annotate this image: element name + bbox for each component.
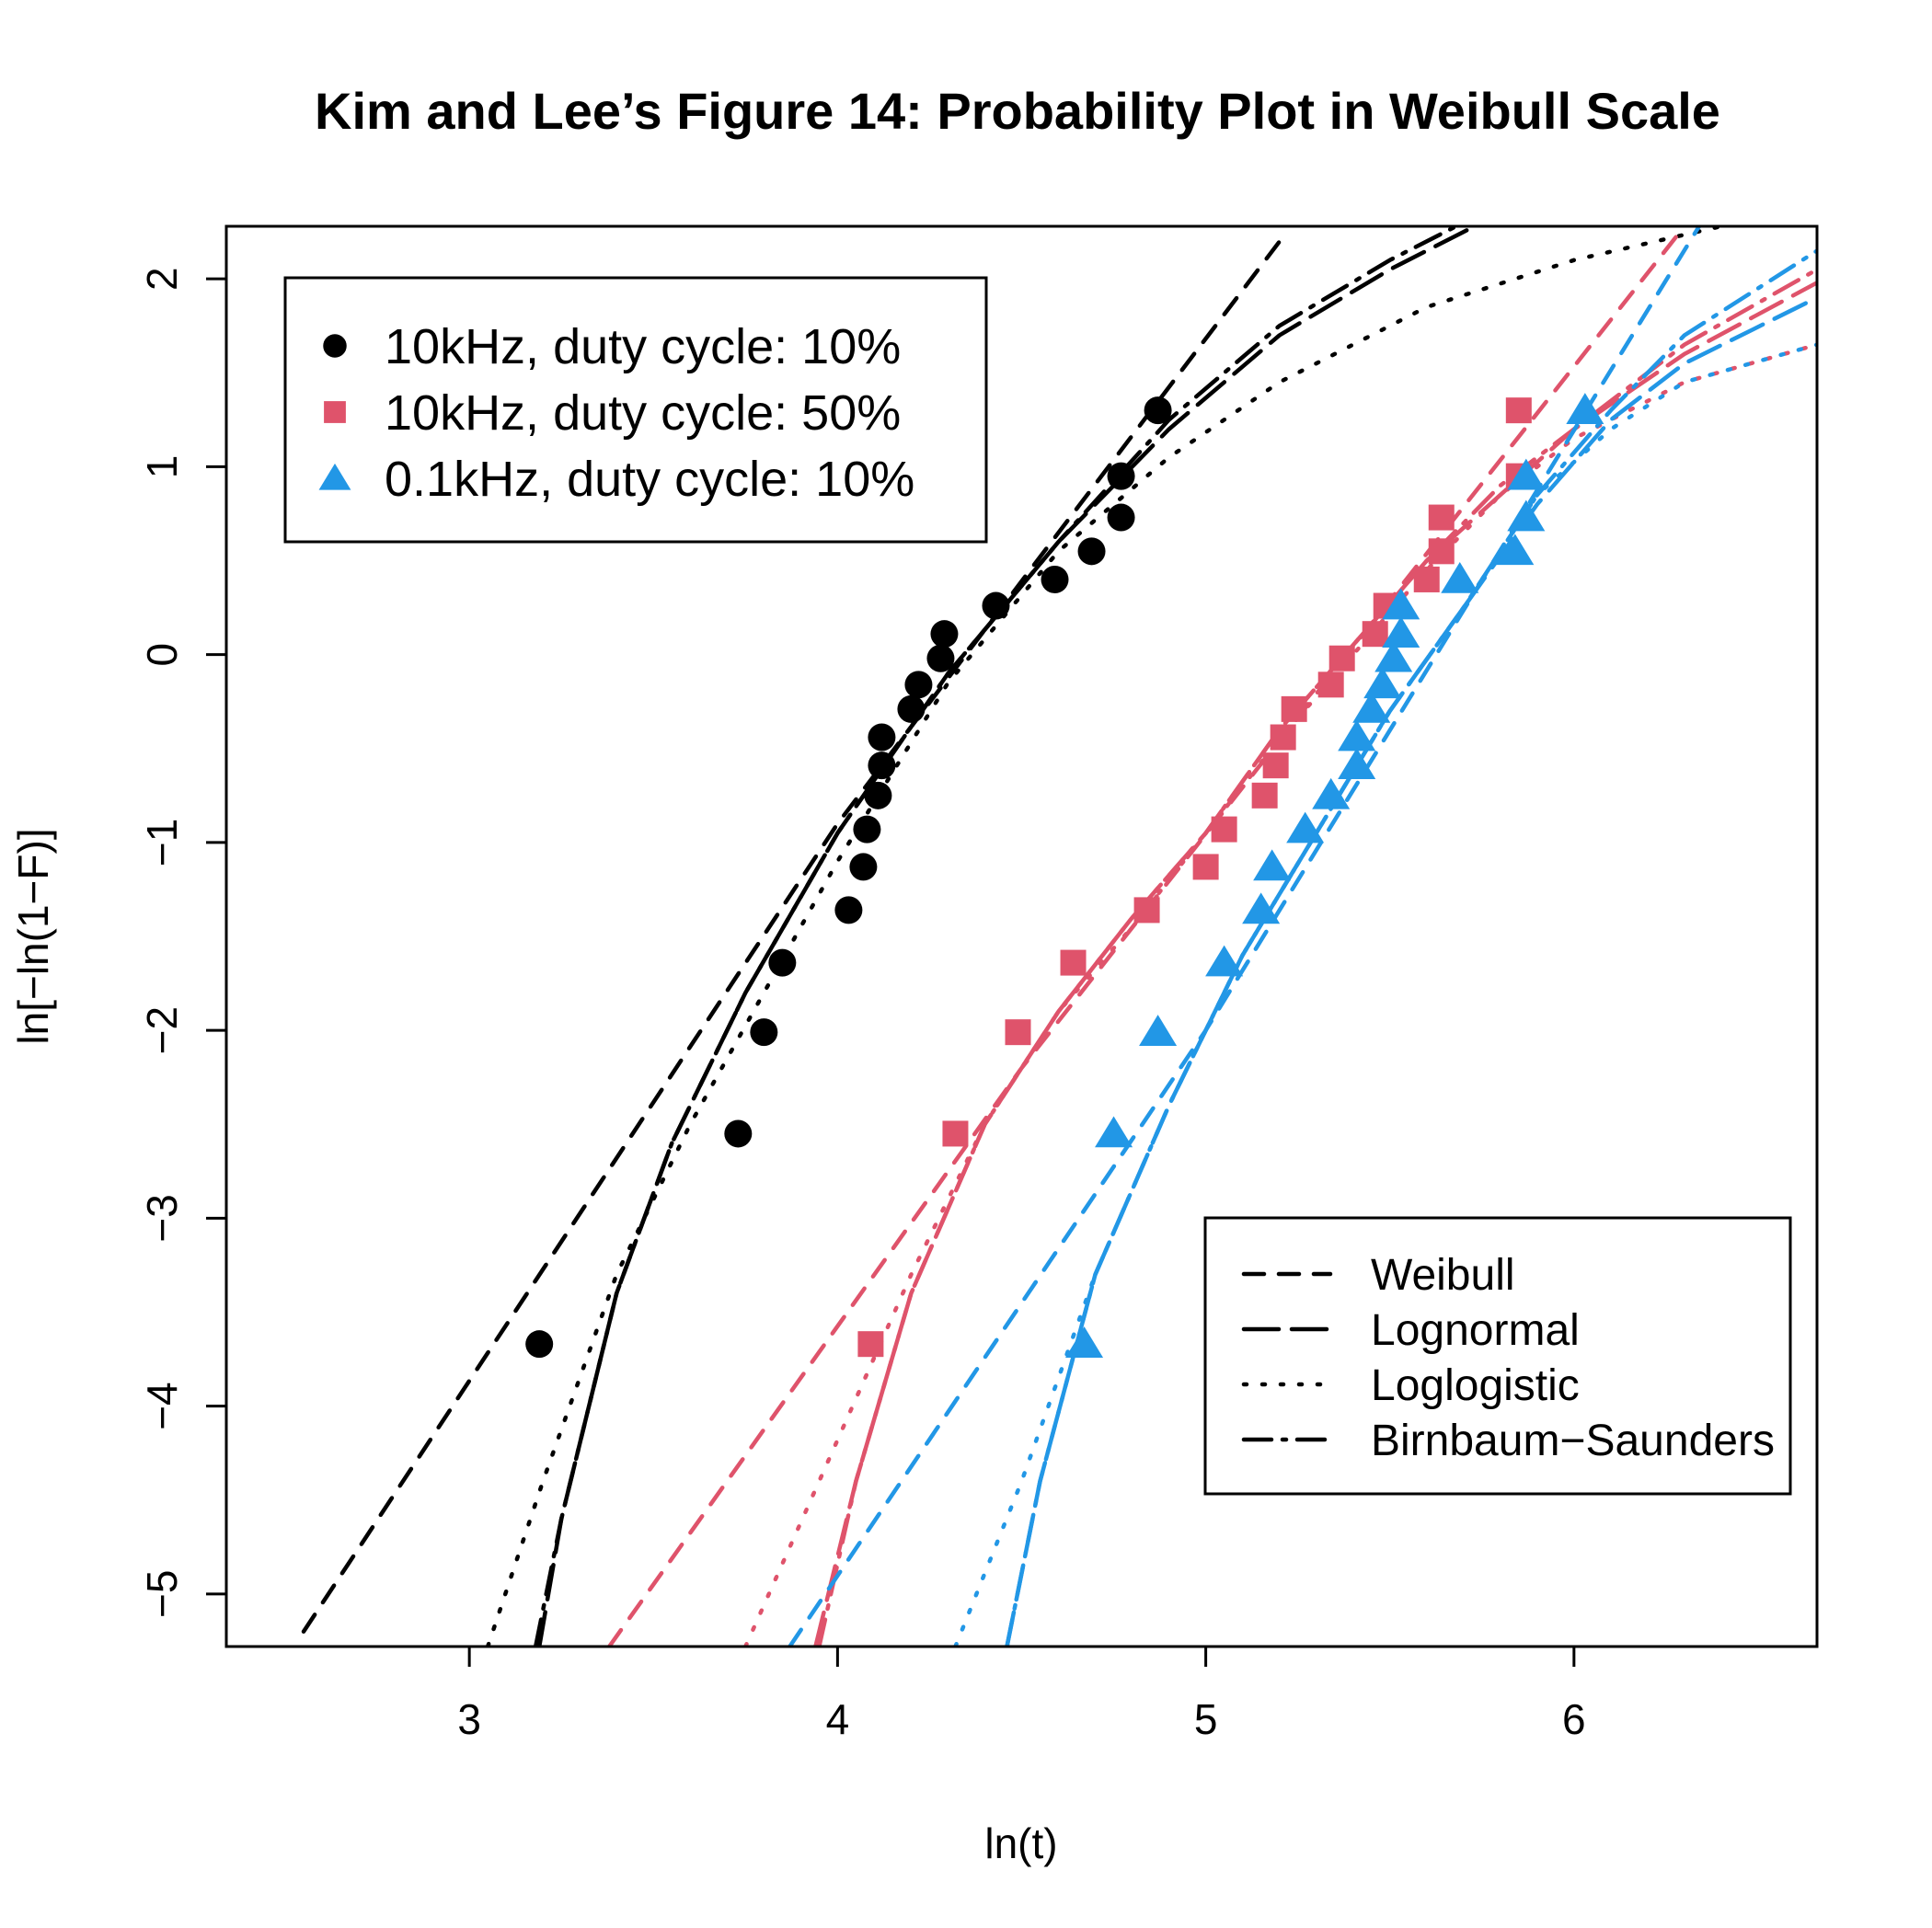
data-point-square-11 [1317, 671, 1344, 698]
data-point-circle-11 [904, 671, 933, 699]
data-point-triangle-2 [1139, 1015, 1178, 1046]
data-point-square-13 [1362, 621, 1388, 648]
data-points [525, 393, 1604, 1359]
data-point-triangle-12 [1374, 640, 1413, 672]
y-tick-label: 0 [138, 643, 186, 667]
data-point-triangle-5 [1253, 849, 1292, 881]
x-axis-label: ln(t) [984, 1819, 1057, 1867]
data-point-square-7 [1251, 782, 1278, 809]
legend-group-label: 10kHz, duty cycle: 10% [385, 319, 901, 374]
data-point-square-12 [1328, 645, 1355, 671]
x-tick-label: 4 [826, 1695, 850, 1743]
x-tick-label: 3 [457, 1695, 481, 1743]
data-point-square-8 [1262, 752, 1289, 779]
data-point-triangle-11 [1363, 667, 1402, 699]
legend-model-label: Weibull [1371, 1251, 1515, 1300]
x-tick-label: 6 [1562, 1695, 1586, 1743]
data-point-triangle-3 [1205, 945, 1244, 977]
data-point-circle-4 [834, 896, 863, 924]
data-point-triangle-0 [1065, 1326, 1104, 1359]
data-point-square-1 [942, 1120, 969, 1147]
data-point-circle-12 [926, 644, 955, 672]
legend-groups-box [283, 276, 988, 544]
y-tick-label: −2 [138, 1006, 186, 1054]
fit-line-weibull-group-0 [301, 229, 1289, 1634]
data-point-square-6 [1211, 816, 1237, 843]
data-point-triangle-13 [1382, 616, 1420, 648]
data-point-circle-13 [930, 620, 959, 648]
data-point-circle-18 [1107, 462, 1135, 490]
x-axis: 3 4 5 6 [457, 1645, 1586, 1743]
data-point-triangle-1 [1095, 1116, 1133, 1148]
data-point-triangle-18 [1507, 458, 1546, 490]
data-point-circle-9 [868, 723, 896, 752]
data-point-circle-3 [768, 948, 797, 977]
legend-model-label: Loglogistic [1371, 1361, 1580, 1410]
data-point-triangle-15 [1441, 561, 1479, 593]
fit-line-bs-group-0 [533, 226, 1459, 1647]
data-point-square-5 [1192, 854, 1219, 880]
data-point-circle-6 [853, 815, 881, 844]
data-point-square-0 [857, 1331, 884, 1358]
legend-group-label: 10kHz, duty cycle: 50% [385, 385, 901, 441]
data-point-triangle-19 [1566, 393, 1604, 424]
data-point-circle-16 [1077, 537, 1106, 566]
legend-groups: 10kHz, duty cycle: 10% 10kHz, duty cycle:… [283, 276, 988, 544]
data-point-triangle-17 [1507, 499, 1546, 532]
data-point-square-10 [1281, 695, 1307, 722]
data-point-square-9 [1270, 724, 1296, 751]
y-tick-label: 1 [138, 455, 186, 479]
data-point-circle-1 [724, 1119, 753, 1148]
data-point-square-2 [1005, 1019, 1031, 1046]
data-point-circle-10 [897, 694, 926, 723]
data-point-triangle-16 [1496, 534, 1535, 566]
legend-marker-circle [323, 334, 347, 358]
data-point-circle-5 [849, 853, 878, 881]
data-point-square-3 [1060, 949, 1087, 976]
legend-group-label: 0.1kHz, duty cycle: 10% [385, 452, 914, 507]
y-tick-label: −4 [138, 1382, 186, 1429]
data-point-square-17 [1428, 504, 1455, 531]
data-point-triangle-14 [1382, 588, 1420, 620]
data-point-circle-7 [864, 781, 892, 809]
data-point-square-15 [1413, 566, 1440, 592]
data-point-triangle-10 [1352, 691, 1391, 723]
data-point-triangle-7 [1312, 777, 1351, 809]
legend-model-label: Lognormal [1371, 1306, 1580, 1355]
legend-marker-square [324, 401, 346, 423]
data-point-circle-8 [868, 752, 896, 780]
y-tick-label: −3 [138, 1194, 186, 1242]
data-point-square-19 [1505, 397, 1532, 424]
y-tick-label: 2 [138, 267, 186, 291]
data-point-square-16 [1428, 538, 1455, 565]
legend-marker-triangle [318, 463, 351, 490]
legend-model-label: Birnbaum−Saunders [1371, 1417, 1775, 1465]
data-point-triangle-9 [1338, 719, 1376, 752]
data-point-circle-17 [1107, 503, 1135, 532]
data-point-triangle-6 [1286, 811, 1325, 844]
data-point-circle-15 [1041, 565, 1069, 593]
fit-line-bs-group-1 [817, 267, 1817, 1647]
data-point-circle-19 [1144, 396, 1172, 425]
legend-models-box [1203, 1216, 1792, 1496]
chart-title: Kim and Lee’s Figure 14: Probability Plo… [315, 82, 1720, 140]
data-point-circle-2 [750, 1018, 778, 1047]
data-point-circle-14 [982, 591, 1010, 620]
legend-models: Weibull Lognormal Loglogistic Birnbaum−Saun… [1203, 1216, 1792, 1496]
y-axis: −5 −4 −3 −2 −1 0 1 2 [138, 267, 228, 1618]
data-point-triangle-8 [1338, 748, 1376, 779]
data-point-square-4 [1133, 897, 1160, 924]
y-tick-label: −1 [138, 819, 186, 866]
y-axis-label: ln[−ln(1−F)] [9, 828, 57, 1044]
y-tick-label: −5 [138, 1570, 186, 1618]
data-point-circle-0 [525, 1330, 554, 1359]
x-tick-label: 5 [1194, 1695, 1218, 1743]
data-point-triangle-4 [1242, 892, 1281, 924]
